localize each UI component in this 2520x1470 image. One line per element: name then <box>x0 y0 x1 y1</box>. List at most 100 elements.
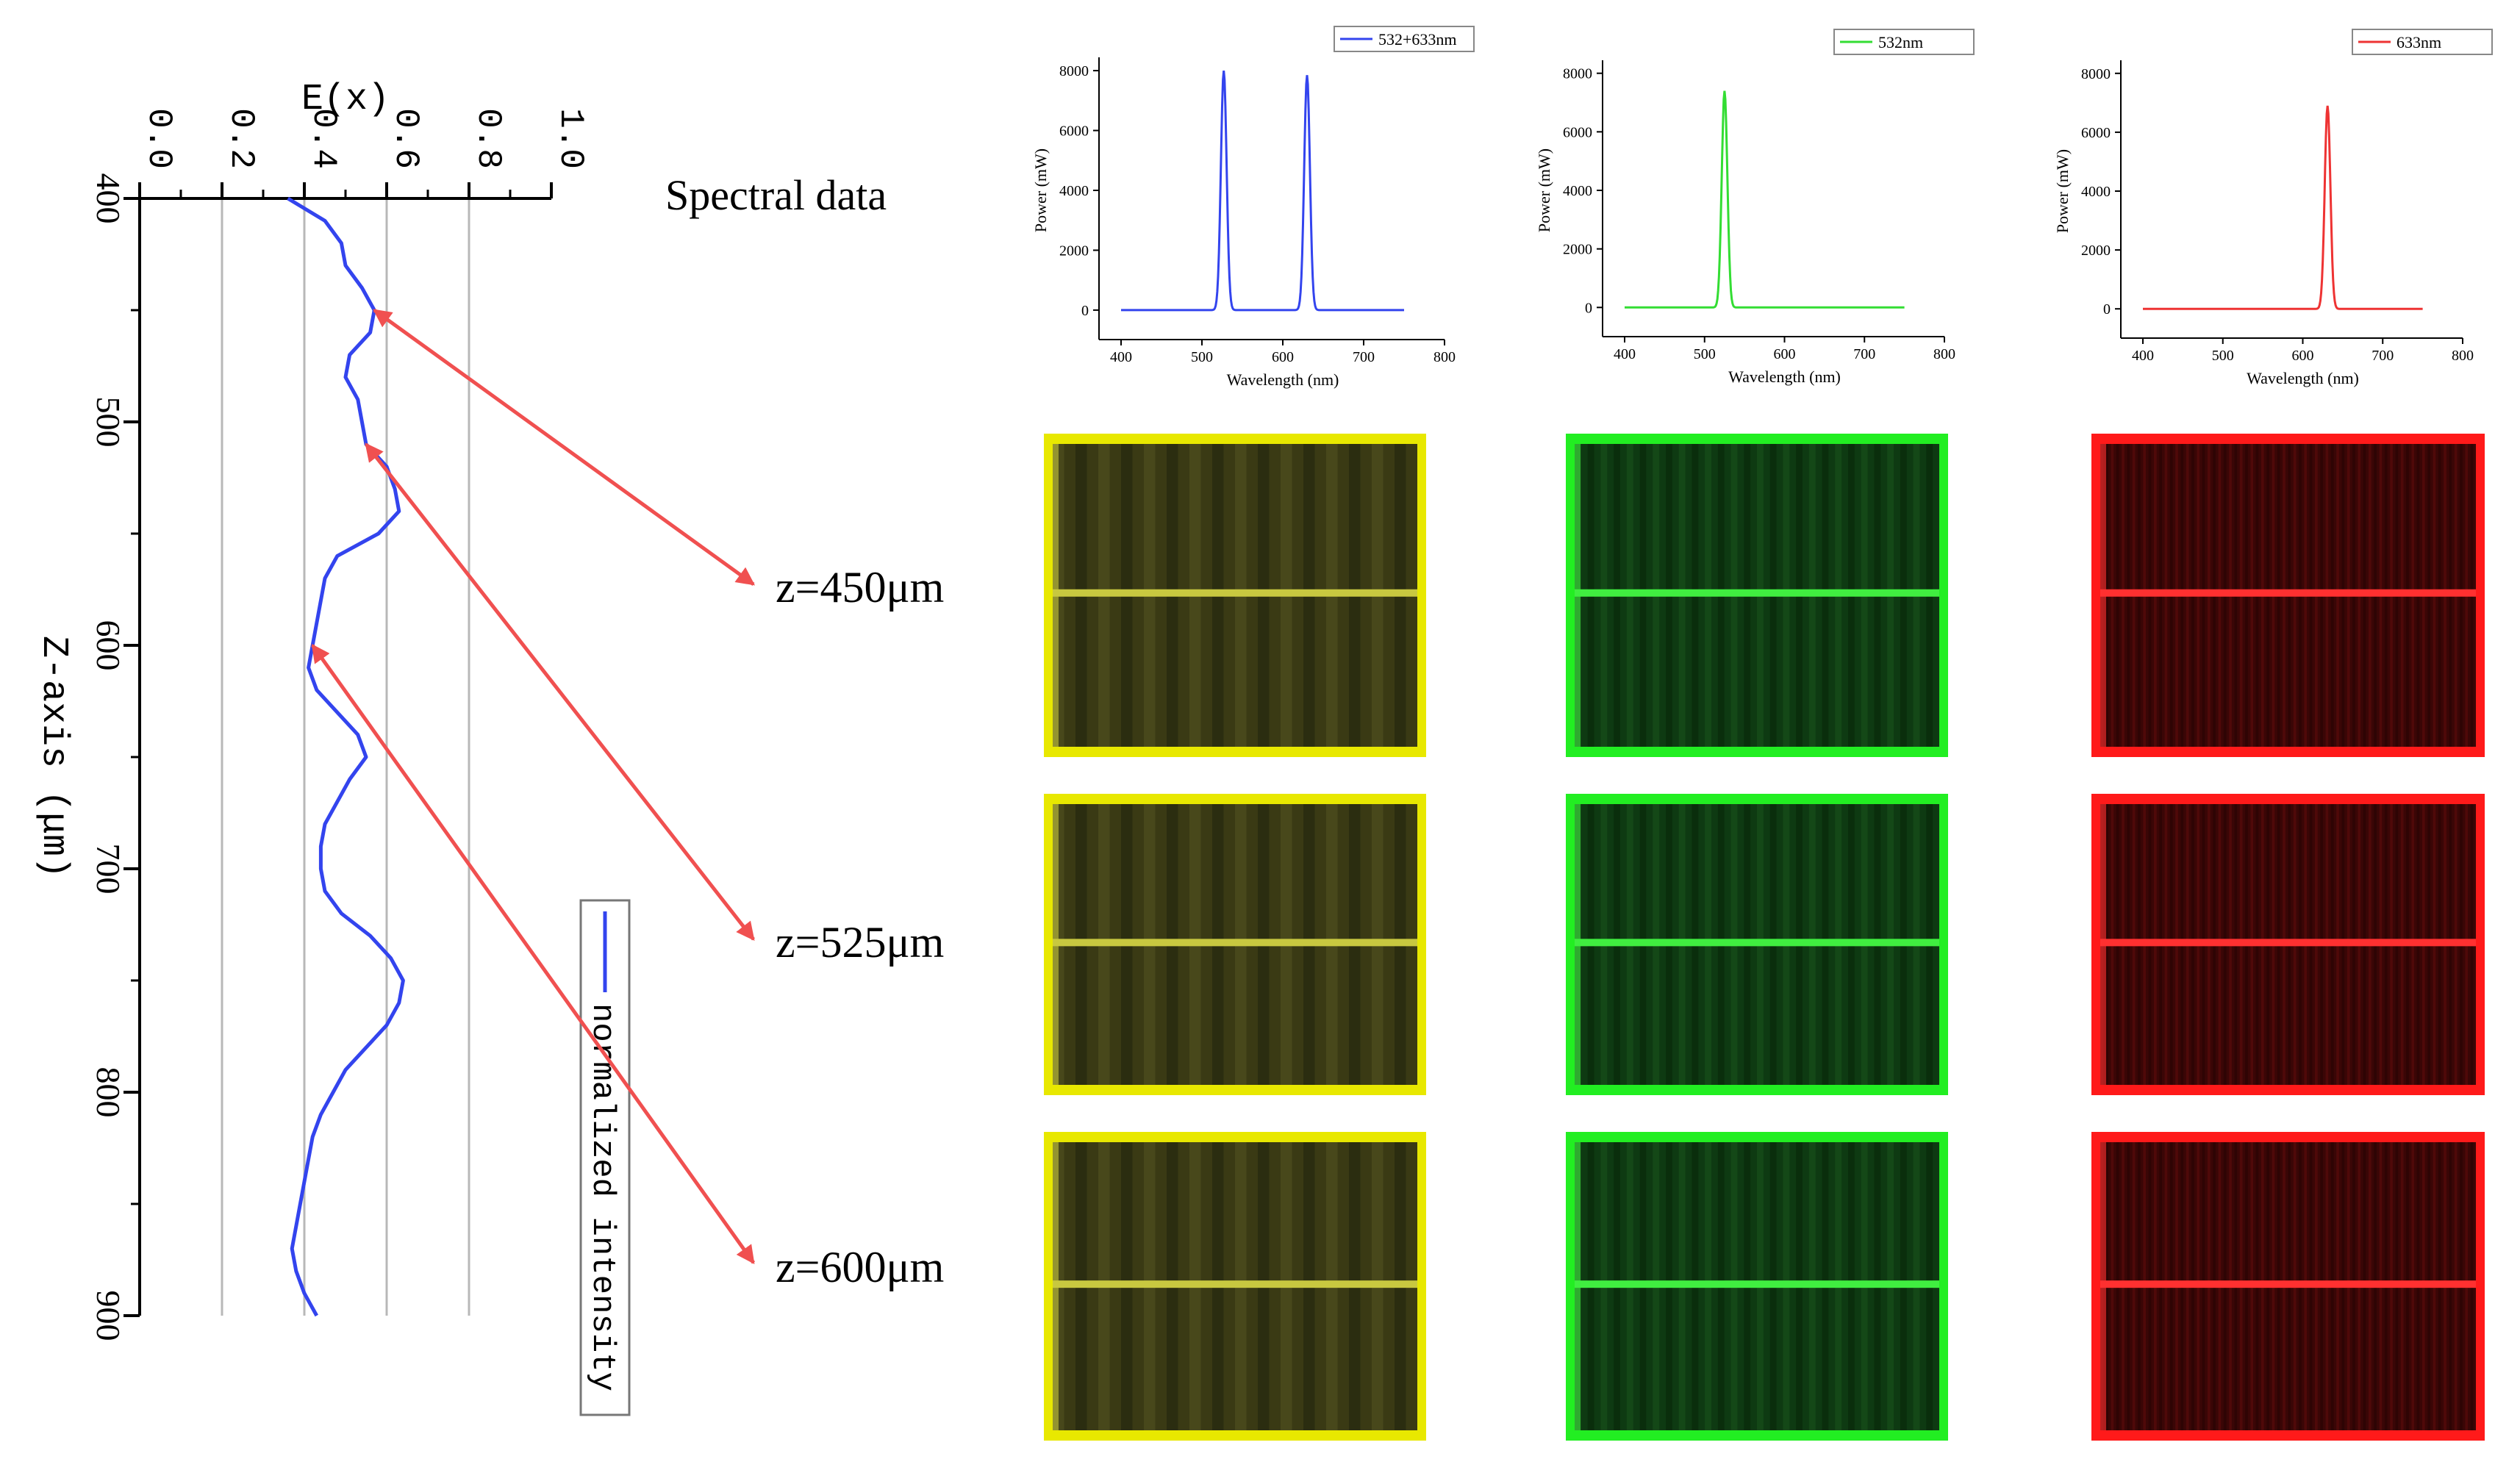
fringe-divider <box>1575 589 1939 597</box>
spectrum-line <box>1625 90 1905 309</box>
x-axis-label: Wavelength (nm) <box>1728 368 1841 386</box>
fringe-panel-r2-c1 <box>1044 794 1426 1095</box>
legend-label: 532+633nm <box>1378 30 1457 49</box>
y-tick-label-2: 4000 <box>1059 183 1089 199</box>
fringe-edge <box>1053 444 1059 747</box>
legend-label: 532nm <box>1878 33 1923 51</box>
y-tick-label-0: 400 <box>90 173 127 224</box>
fringe-divider <box>1575 1280 1939 1288</box>
y-tick-label-1: 500 <box>90 397 127 448</box>
y-tick-label-0: 0 <box>2103 301 2111 318</box>
legend-label: normalized intensity <box>584 1003 620 1391</box>
x-tick-label-0: 400 <box>1110 349 1132 365</box>
y-tick-label-0: 0 <box>1081 303 1089 319</box>
y-tick-label-1: 2000 <box>1563 242 1592 258</box>
y-tick-label-5: 900 <box>90 1291 127 1341</box>
x-tick-label-3: 0.6 <box>387 108 425 169</box>
fringe-panel-r1-c2 <box>1566 434 1948 757</box>
y-axis-label: Power (mW) <box>1031 148 1050 232</box>
fringe-edge <box>2100 1142 2106 1430</box>
x-tick-label-4: 0.8 <box>469 108 507 169</box>
spectrum-line <box>1121 70 1404 312</box>
x-tick-label-1: 500 <box>2212 348 2234 364</box>
fringe-edge <box>1053 1142 1059 1430</box>
z-axis-label: Z-axis (μm) <box>32 636 74 878</box>
x-axis-label: Wavelength (nm) <box>1227 370 1339 389</box>
y-tick-label-1: 2000 <box>2081 243 2111 259</box>
fringe-panel-r3-c1 <box>1044 1132 1426 1441</box>
y-tick-label-2: 4000 <box>1563 183 1592 199</box>
x-tick-label-3: 700 <box>1353 349 1375 365</box>
y-tick-label-4: 8000 <box>2081 66 2111 82</box>
fringe-panel-r3-c2 <box>1566 1132 1948 1441</box>
fringe-divider <box>1053 1280 1417 1288</box>
x-tick-label-2: 600 <box>2292 348 2314 364</box>
x-tick-label-5: 1.0 <box>551 108 590 169</box>
x-tick-label-1: 0.2 <box>222 108 260 169</box>
x-tick-label-4: 800 <box>1433 349 1456 365</box>
y-tick-label-3: 6000 <box>1059 123 1089 140</box>
x-tick-label-4: 800 <box>2452 348 2474 364</box>
y-axis-label: Power (mW) <box>1535 148 1553 232</box>
spectrum-chart-1: 0 2000 4000 6000 8000 400 500 600 700 800 Waveleng… <box>1031 26 1475 389</box>
y-tick-label-3: 6000 <box>2081 125 2111 141</box>
fringe-edge <box>1575 444 1581 747</box>
intensity-profile-plot: 0.0 0.2 0.4 0.6 0.8 1.0 400 500 600 700 800 900 E(x)… <box>32 79 631 1416</box>
fringe-panel-r3-c3 <box>2091 1132 2485 1441</box>
x-tick-label-2: 0.4 <box>304 108 343 169</box>
arrow-1 <box>373 308 756 587</box>
fringe-divider <box>1575 939 1939 947</box>
x-tick-label-0: 400 <box>2132 348 2154 364</box>
arrow-annotations <box>311 308 756 1265</box>
x-tick-label-0: 0.0 <box>140 108 178 169</box>
z-label-525: z=525μm <box>776 918 945 967</box>
fringe-edge <box>1575 1142 1581 1430</box>
fringe-edge <box>1053 804 1059 1085</box>
x-tick-label-2: 600 <box>1774 346 1796 362</box>
arrow-3 <box>311 643 756 1265</box>
fringe-divider <box>1053 589 1417 597</box>
spectrum-chart-2: 0 2000 4000 6000 8000 400 500 600 700 800 Waveleng… <box>1535 29 1975 386</box>
x-tick-label-3: 700 <box>1853 346 1875 362</box>
spectral-data-title: Spectral data <box>665 171 887 219</box>
y-tick-label-3: 700 <box>90 844 127 894</box>
y-tick-label-2: 4000 <box>2081 184 2111 200</box>
x-tick-label-3: 700 <box>2372 348 2394 364</box>
y-tick-label-4: 800 <box>90 1067 127 1118</box>
fringe-panel-r1-c3 <box>2091 434 2485 757</box>
x-tick-label-2: 600 <box>1272 349 1294 365</box>
y-tick-label-4: 8000 <box>1563 66 1592 82</box>
x-axis-label: Wavelength (nm) <box>2247 369 2359 387</box>
fringe-edge <box>1575 804 1581 1085</box>
fringe-edge <box>2100 804 2106 1085</box>
z-label-600: z=600μm <box>776 1243 945 1291</box>
y-tick-label-1: 2000 <box>1059 243 1089 259</box>
fringe-panel-r2-c3 <box>2091 794 2485 1095</box>
spectrum-chart-3: 0 2000 4000 6000 8000 400 500 600 700 800 Waveleng… <box>2053 29 2493 387</box>
plot-title: E(x) <box>301 79 390 121</box>
z-label-450: z=450μm <box>776 563 945 612</box>
y-axis-label: Power (mW) <box>2053 149 2072 233</box>
x-tick-label-1: 500 <box>1191 349 1213 365</box>
fringe-divider <box>1053 939 1417 947</box>
spectrum-line <box>2143 105 2423 310</box>
fringe-panel-r2-c2 <box>1566 794 1948 1095</box>
fringe-divider <box>2100 1280 2476 1288</box>
legend-label: 633nm <box>2396 33 2441 51</box>
y-tick-label-3: 6000 <box>1563 124 1592 140</box>
x-tick-label-4: 800 <box>1933 346 1955 362</box>
fringe-image-grid <box>1044 434 2485 1441</box>
x-tick-label-0: 400 <box>1614 346 1636 362</box>
fringe-edge <box>2100 444 2106 747</box>
fringe-panel-r1-c1 <box>1044 434 1426 757</box>
legend: normalized intensity <box>579 899 631 1416</box>
fringe-divider <box>2100 939 2476 947</box>
y-tick-label-0: 0 <box>1585 300 1592 316</box>
arrow-2 <box>365 442 755 941</box>
fringe-divider <box>2100 589 2476 597</box>
y-tick-label-2: 600 <box>90 620 127 671</box>
x-tick-label-1: 500 <box>1694 346 1716 362</box>
y-tick-label-4: 8000 <box>1059 63 1089 79</box>
